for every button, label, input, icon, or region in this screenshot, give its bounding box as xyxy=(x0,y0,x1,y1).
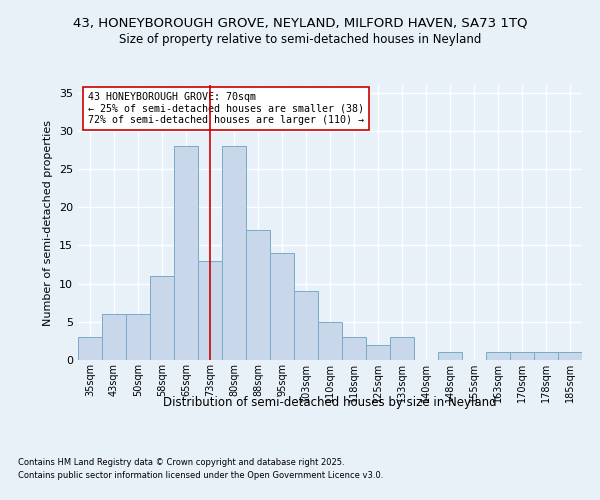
Bar xyxy=(342,337,366,360)
Bar xyxy=(126,314,150,360)
Text: 43 HONEYBOROUGH GROVE: 70sqm
← 25% of semi-detached houses are smaller (38)
72% : 43 HONEYBOROUGH GROVE: 70sqm ← 25% of se… xyxy=(88,92,364,125)
Bar xyxy=(246,230,270,360)
Bar xyxy=(198,260,222,360)
Y-axis label: Number of semi-detached properties: Number of semi-detached properties xyxy=(43,120,53,326)
Bar xyxy=(294,291,318,360)
Bar xyxy=(534,352,558,360)
Bar xyxy=(222,146,246,360)
Text: Contains HM Land Registry data © Crown copyright and database right 2025.: Contains HM Land Registry data © Crown c… xyxy=(18,458,344,467)
Bar xyxy=(78,337,102,360)
Bar xyxy=(270,253,294,360)
Bar xyxy=(558,352,582,360)
Bar xyxy=(486,352,510,360)
Bar xyxy=(318,322,342,360)
Text: Size of property relative to semi-detached houses in Neyland: Size of property relative to semi-detach… xyxy=(119,34,481,46)
Bar xyxy=(174,146,198,360)
Text: Distribution of semi-detached houses by size in Neyland: Distribution of semi-detached houses by … xyxy=(163,396,497,409)
Bar xyxy=(366,344,390,360)
Bar xyxy=(438,352,462,360)
Text: Contains public sector information licensed under the Open Government Licence v3: Contains public sector information licen… xyxy=(18,472,383,480)
Text: 43, HONEYBOROUGH GROVE, NEYLAND, MILFORD HAVEN, SA73 1TQ: 43, HONEYBOROUGH GROVE, NEYLAND, MILFORD… xyxy=(73,16,527,29)
Bar xyxy=(390,337,414,360)
Bar xyxy=(102,314,126,360)
Bar xyxy=(510,352,534,360)
Bar xyxy=(150,276,174,360)
